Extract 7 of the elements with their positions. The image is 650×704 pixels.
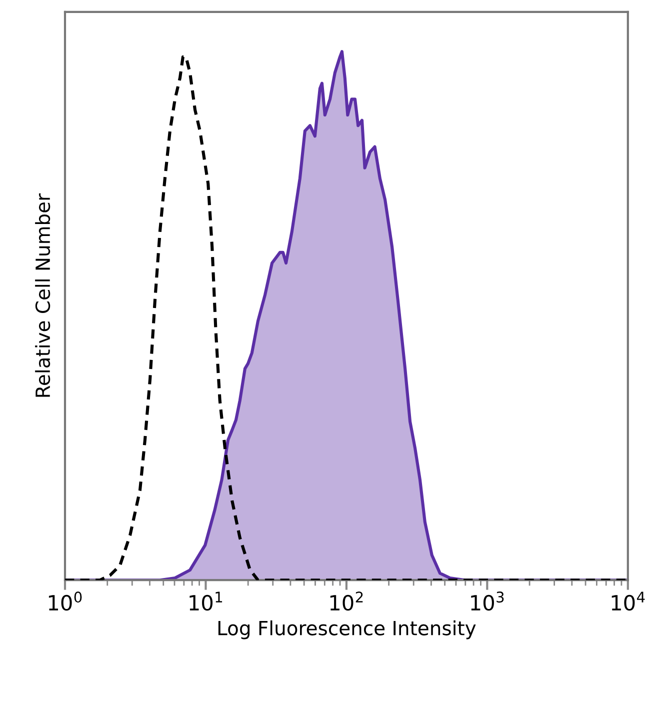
x-tick-label: 10$^{2}$ — [330, 592, 363, 611]
x-axis-title: Log Fluorescence Intensity — [218, 620, 476, 640]
y-axis-title: Relative Cell Number — [35, 193, 50, 397]
x-tick-label: 10$^{3}$ — [471, 592, 504, 611]
x-tick-label: 10$^{4}$ — [612, 592, 645, 611]
x-tick-label: 10$^{1}$ — [190, 592, 222, 611]
x-tick-label: 10$^{0}$ — [48, 592, 82, 611]
